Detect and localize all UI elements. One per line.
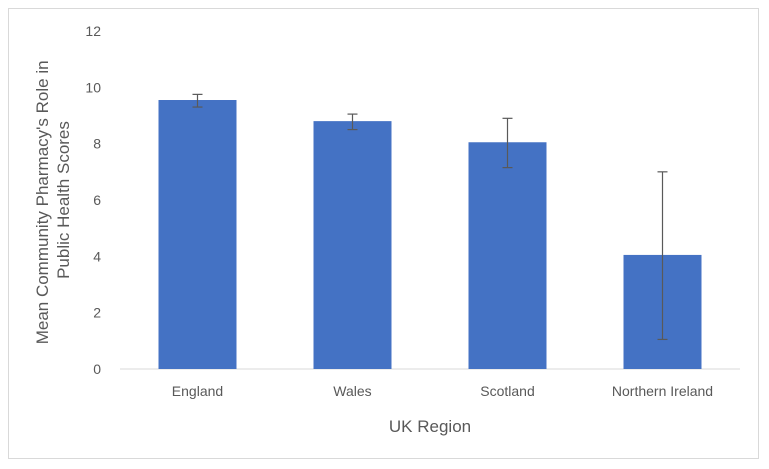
y-tick-label: 4 (93, 248, 101, 264)
y-tick-label: 10 (85, 79, 101, 95)
y-tick-label: 6 (93, 192, 101, 208)
error-bar-northern-ireland (657, 171, 668, 341)
error-bar-england (192, 93, 203, 108)
bar-wales (313, 121, 392, 369)
y-axis-title-line-2: Public Health Scores (54, 121, 73, 279)
error-bars (192, 93, 668, 341)
x-tick-label: Northern Ireland (612, 383, 713, 399)
error-bar-scotland (502, 117, 513, 169)
x-axis-ticks: England Wales Scotland Northern Ireland (172, 383, 713, 399)
y-axis-title: Mean Community Pharmacy's Role in Public… (33, 56, 73, 345)
bar-england (158, 100, 237, 369)
x-tick-label: England (172, 383, 223, 399)
x-tick-label: Scotland (480, 383, 534, 399)
error-bar-wales (347, 113, 358, 131)
y-axis-title-line-1: Mean Community Pharmacy's Role in (33, 60, 52, 344)
bars (158, 100, 702, 369)
y-axis-ticks: 0 2 4 6 8 10 12 (85, 23, 101, 377)
y-tick-label: 8 (93, 136, 101, 152)
x-tick-label: Wales (333, 383, 371, 399)
y-tick-label: 0 (93, 361, 101, 377)
y-tick-label: 12 (85, 23, 101, 39)
x-axis-title: UK Region (389, 417, 471, 436)
bar-scotland (468, 142, 547, 369)
y-tick-label: 2 (93, 305, 101, 321)
